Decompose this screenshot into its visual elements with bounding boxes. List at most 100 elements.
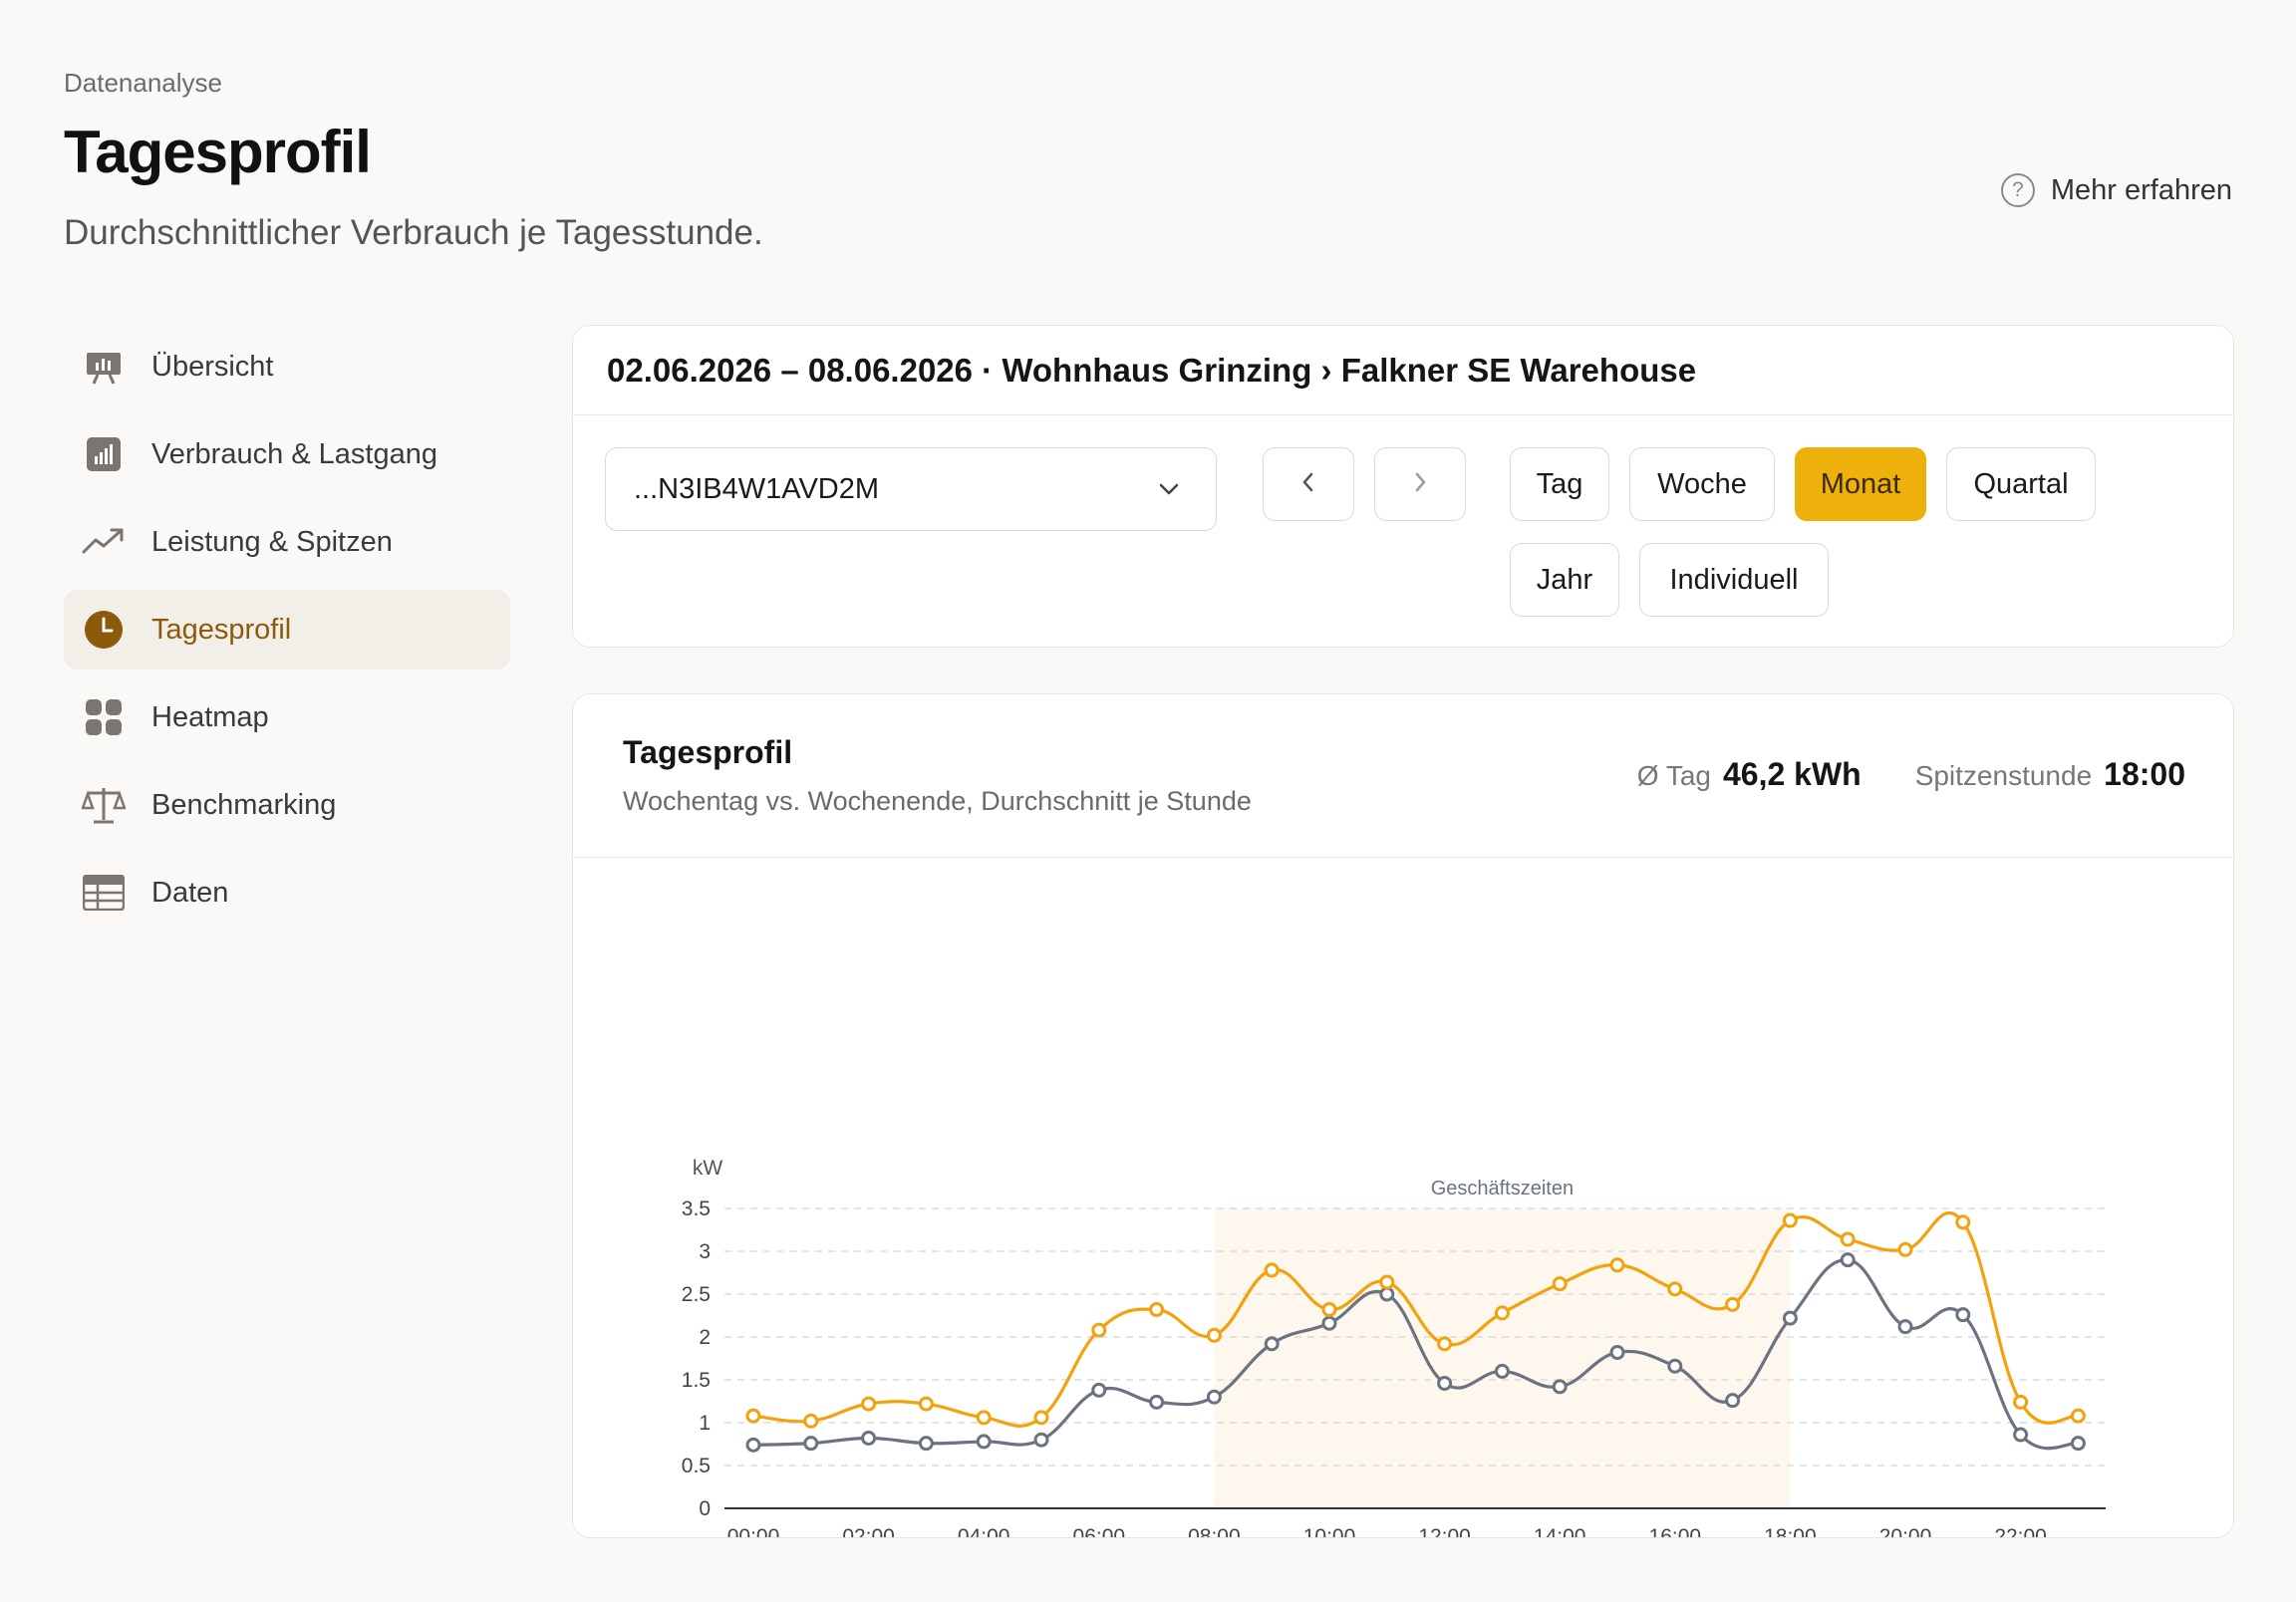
data-point-weekend: [1725, 1393, 1741, 1409]
x-tick-label: 12:00: [1418, 1525, 1471, 1537]
previous-period-button[interactable]: [1263, 447, 1354, 521]
y-tick-label: 0.5: [682, 1455, 711, 1477]
data-point-weekend: [2070, 1436, 2086, 1452]
avg-day-label: Ø Tag: [1636, 760, 1711, 791]
data-point-weekend: [803, 1436, 819, 1452]
data-point-weekend: [1437, 1375, 1453, 1391]
sidebar-item-verbrauch[interactable]: Verbrauch & Lastgang: [64, 414, 510, 494]
chart-card: Tagesprofil Wochentag vs. Wochenende, Du…: [572, 693, 2234, 1592]
y-tick-label: 2.5: [682, 1283, 711, 1306]
sidebar-item-tagesprofil[interactable]: Tagesprofil: [64, 590, 510, 669]
scale-icon: [82, 783, 126, 827]
data-point-weekend: [1494, 1363, 1510, 1379]
meter-select-value: ...N3IB4W1AVD2M: [634, 472, 880, 505]
data-point-weekday: [1379, 1274, 1395, 1290]
y-tick-label: 3: [699, 1240, 711, 1263]
period-button-jahr[interactable]: Jahr: [1510, 543, 1619, 617]
period-button-woche[interactable]: Woche: [1629, 447, 1775, 521]
chevron-right-icon: [1409, 469, 1431, 500]
data-point-weekday: [1033, 1410, 1049, 1426]
data-point-weekday: [1955, 1214, 1971, 1230]
data-point-weekday: [803, 1413, 819, 1429]
data-point-weekday: [1206, 1327, 1222, 1343]
data-point-weekday: [1667, 1281, 1683, 1297]
x-tick-label: 22:00: [1994, 1525, 2047, 1537]
sidebar-item-label: Daten: [151, 876, 229, 909]
y-tick-label: 1: [699, 1412, 711, 1435]
data-point-weekend: [2013, 1427, 2029, 1443]
x-tick-label: 02:00: [842, 1525, 895, 1537]
data-point-weekday: [2013, 1394, 2029, 1410]
sidebar-item-leistung[interactable]: Leistung & Spitzen: [64, 502, 510, 582]
learn-more-link[interactable]: ? Mehr erfahren: [2000, 173, 2232, 207]
sidebar-item-label: Leistung & Spitzen: [151, 525, 393, 558]
data-point-weekday: [1897, 1241, 1913, 1257]
period-button-tag[interactable]: Tag: [1510, 447, 1609, 521]
data-point-weekday: [976, 1410, 992, 1426]
data-point-weekday: [1609, 1257, 1625, 1273]
business-hours-label: Geschäftszeiten: [1431, 1178, 1574, 1200]
x-tick-label: 10:00: [1303, 1525, 1356, 1537]
data-point-weekend: [1955, 1307, 1971, 1323]
sidebar-item-heatmap[interactable]: Heatmap: [64, 677, 510, 757]
chart-title: Tagesprofil: [623, 734, 793, 770]
breadcrumb: Datenanalyse: [64, 68, 222, 98]
chart-subtitle: Wochentag vs. Wochenende, Durchschnitt j…: [623, 786, 1252, 816]
sidebar-item-label: Verbrauch & Lastgang: [151, 437, 437, 470]
bar-chart-icon: [82, 432, 126, 476]
page-title: Tagesprofil: [64, 119, 372, 185]
x-tick-label: 04:00: [958, 1525, 1010, 1537]
table-icon: [82, 871, 126, 915]
data-point-weekend: [976, 1434, 992, 1450]
chevron-down-icon: [1156, 476, 1182, 510]
y-tick-label: 3.5: [682, 1198, 711, 1220]
period-button-individuell[interactable]: Individuell: [1639, 543, 1829, 617]
data-point-weekday: [1840, 1231, 1856, 1247]
y-axis-title: kW: [693, 1157, 723, 1180]
data-point-weekend: [1206, 1389, 1222, 1405]
next-period-button[interactable]: [1374, 447, 1466, 521]
data-point-weekday: [745, 1408, 761, 1424]
x-tick-label: 00:00: [727, 1525, 780, 1537]
line-chart: Geschäftszeiten 0 0.5 1 1.5 2 2.5 3 3.5 kW 00:00…: [682, 1157, 2106, 1592]
sidebar-item-daten[interactable]: Daten: [64, 853, 510, 933]
data-point-weekday: [1321, 1301, 1337, 1317]
filter-card: 02.06.2026 – 08.06.2026 · Wohnhaus Grinz…: [572, 325, 2234, 648]
data-point-weekend: [918, 1436, 934, 1452]
help-icon: ?: [2000, 173, 2035, 207]
data-point-weekday: [1782, 1212, 1798, 1228]
data-point-weekend: [1782, 1310, 1798, 1326]
data-point-weekend: [1609, 1344, 1625, 1360]
peak-hour-value: 18:00: [2104, 756, 2185, 792]
context-title: 02.06.2026 – 08.06.2026 · Wohnhaus Grinz…: [573, 326, 2233, 415]
x-tick-label: 06:00: [1073, 1525, 1126, 1537]
data-point-weekday: [918, 1396, 934, 1412]
data-point-weekend: [1149, 1394, 1165, 1410]
avg-day-value: 46,2 kWh: [1722, 756, 1862, 792]
y-tick-label: 2: [699, 1326, 711, 1349]
grid-icon: [82, 695, 126, 739]
sidebar-item-label: Benchmarking: [151, 788, 337, 821]
sidebar-item-label: Heatmap: [151, 700, 269, 733]
x-tick-label: 20:00: [1879, 1525, 1932, 1537]
peak-hour-label: Spitzenstunde: [1914, 760, 2093, 791]
data-point-weekend: [1840, 1252, 1856, 1268]
data-point-weekday: [2070, 1408, 2086, 1424]
meter-select[interactable]: ...N3IB4W1AVD2M: [605, 447, 1217, 531]
page-subtitle: Durchschnittlicher Verbrauch je Tagesstu…: [64, 213, 763, 252]
chart-header: Tagesprofil Wochentag vs. Wochenende, Du…: [573, 694, 2233, 858]
sidebar-item-label: Tagesprofil: [151, 613, 292, 646]
y-tick-label: 1.5: [682, 1369, 711, 1392]
period-button-monat[interactable]: Monat: [1795, 447, 1926, 521]
period-button-quartal[interactable]: Quartal: [1946, 447, 2096, 521]
data-point-weekend: [1379, 1286, 1395, 1302]
sidebar-item-benchmarking[interactable]: Benchmarking: [64, 765, 510, 845]
sidebar-item-label: Übersicht: [151, 350, 274, 383]
data-point-weekday: [1552, 1276, 1568, 1292]
data-point-weekend: [1321, 1315, 1337, 1331]
data-point-weekend: [1552, 1379, 1568, 1395]
clock-icon: [82, 608, 126, 652]
sidebar-item-uebersicht[interactable]: Übersicht: [64, 327, 510, 406]
business-hours-band: [1214, 1208, 1791, 1508]
data-point-weekday: [1437, 1336, 1453, 1352]
